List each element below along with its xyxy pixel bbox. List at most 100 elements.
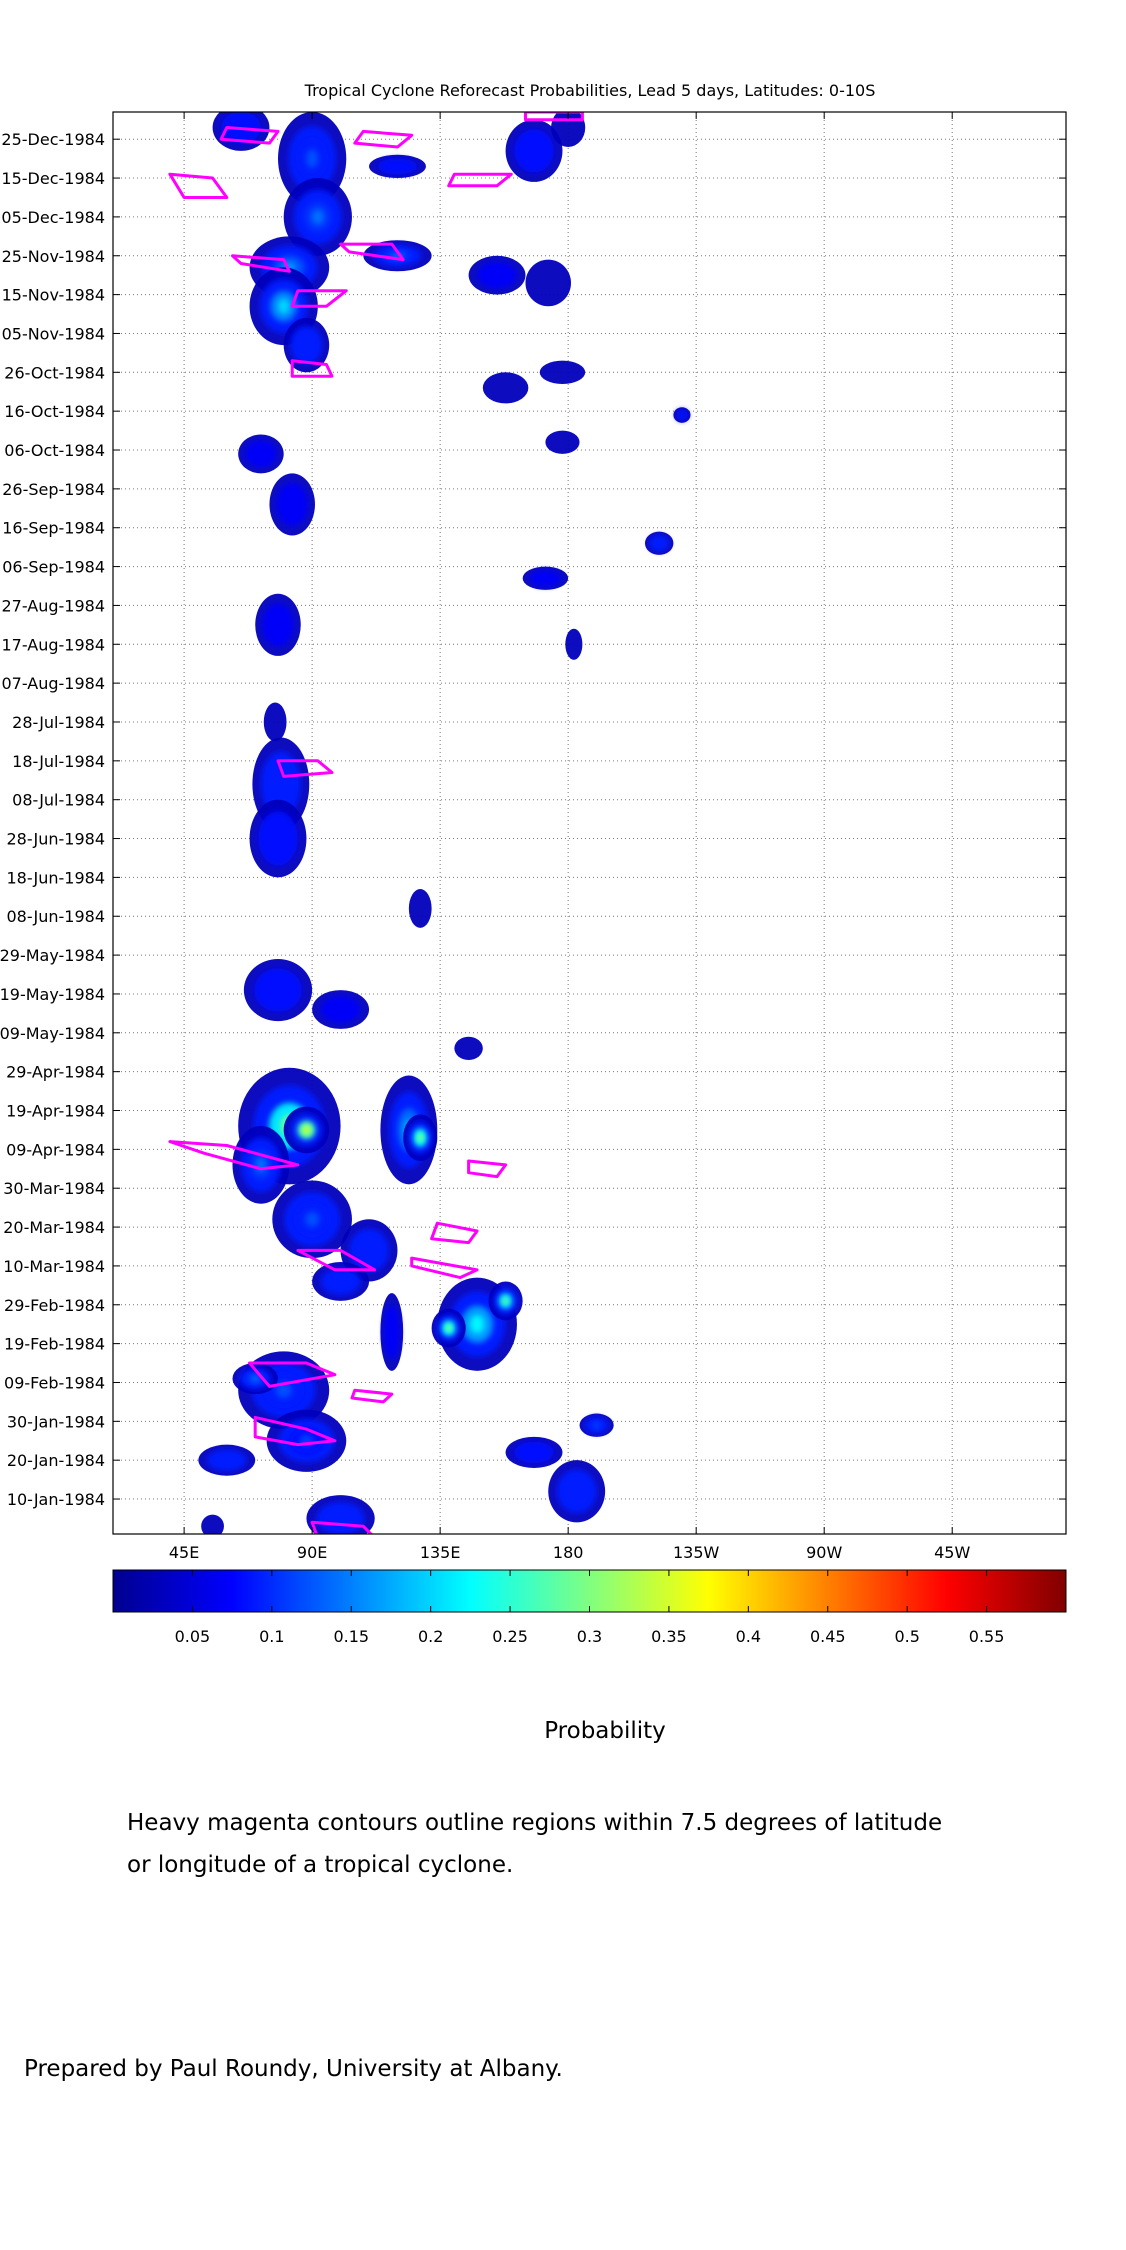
caption-line-1: Heavy magenta contours outline regions w… [127,1810,943,1836]
y-tick-label: 08-Jul-1984 [12,791,105,810]
y-tick-label: 05-Dec-1984 [1,208,105,227]
y-tick-label: 06-Sep-1984 [2,558,105,577]
y-tick-label: 28-Jul-1984 [12,713,105,732]
probability-blob-core [417,1133,424,1143]
x-tick-label: 45E [169,1543,199,1562]
probability-blob-mid [383,1304,400,1360]
cyclone-contour [410,1256,479,1280]
probability-blob-mid [254,968,302,1012]
colorbar [112,1569,1067,1613]
colorbar-tick-label: 0.25 [492,1627,528,1646]
y-tick-label: 19-May-1984 [0,985,105,1004]
y-tick-label: 10-Mar-1984 [3,1257,105,1276]
cyclone-contour [430,1221,479,1245]
y-tick-label: 17-Aug-1984 [1,635,105,654]
probability-blob-core [305,149,319,168]
cyclone-contour [231,254,291,273]
colorbar-tick-label: 0.35 [651,1627,687,1646]
cyclone-contour [168,172,229,199]
probability-blob-mid [514,129,554,173]
cyclone-contour [310,1520,373,1534]
y-tick-label: 26-Sep-1984 [2,480,105,499]
y-tick-label: 09-May-1984 [0,1024,105,1043]
colorbar-tick-label: 0.3 [577,1627,602,1646]
probability-blob-mid [377,158,418,175]
probability-blob-mid [206,1449,247,1472]
plot-frame [112,111,1067,1535]
colorbar-tick-label: 0.1 [259,1627,284,1646]
probability-blob-outer [539,360,586,384]
cyclone-contour [339,242,405,262]
cyclone-contours [168,112,584,1534]
colorbar-tick-label: 0.05 [175,1627,211,1646]
y-tick-label: 18-Jun-1984 [6,868,105,887]
probability-blob-core [502,1297,509,1305]
chart-title: Tropical Cyclone Reforecast Probabilitie… [304,81,876,100]
probability-blob-core [251,1375,260,1382]
probability-blob-mid [649,535,670,552]
x-axis-ticks: 45E 90E 135E 180 135W 90W 45W [169,112,970,1562]
y-tick-label: 29-Apr-1984 [6,1063,105,1082]
probability-blob-outer [482,372,529,404]
cyclone-contour [219,126,280,145]
y-tick-label: 19-Apr-1984 [6,1102,105,1121]
cyclone-contour [350,1388,394,1404]
probability-blob-mid [514,1441,554,1464]
y-tick-label: 19-Feb-1984 [4,1335,105,1354]
y-tick-label: 27-Aug-1984 [1,596,105,615]
probability-blob-mid [320,995,361,1024]
y-tick-label: 29-May-1984 [0,946,105,965]
y-tick-label: 30-Jan-1984 [7,1412,105,1431]
cyclone-contour [524,112,584,122]
probability-blob-core [311,209,324,225]
colorbar-ticks: 0.05 0.1 0.15 0.2 0.25 0.3 0.35 0.4 0.45 0.5 0.55 [175,1570,1004,1646]
y-tick-label: 18-Jul-1984 [12,752,105,771]
y-tick-label: 09-Apr-1984 [6,1140,105,1159]
probability-blob-mid [529,570,562,587]
probability-blob-mid [320,1267,361,1296]
probability-blob-core [255,1157,267,1173]
probability-blob-core [275,1382,292,1399]
y-tick-label: 29-Feb-1984 [4,1296,105,1315]
cyclone-contour [253,1415,337,1447]
probability-field [198,112,691,1534]
probability-blob-mid [276,482,309,527]
probability-blob-outer [525,259,572,307]
colorbar-label: Probability [544,1718,666,1744]
y-tick-label: 20-Jan-1984 [7,1451,105,1470]
y-tick-label: 05-Nov-1984 [2,324,105,343]
probability-blob-mid [244,440,277,468]
probability-blob-mid [477,261,517,289]
probability-blob-core [277,298,290,315]
x-tick-label: 135W [673,1543,720,1562]
cyclone-contour [467,1159,508,1179]
y-tick-label: 25-Dec-1984 [1,130,105,149]
y-tick-label: 09-Feb-1984 [4,1373,105,1392]
probability-blob-outer [454,1036,483,1060]
probability-blob-mid [260,751,301,817]
y-tick-label: 10-Jan-1984 [7,1490,105,1509]
probability-blob-core [469,1314,485,1334]
colorbar-tick-label: 0.4 [736,1627,761,1646]
probability-blob-mid [316,1502,365,1534]
colorbar-tick-label: 0.45 [810,1627,846,1646]
colorbar-tick-label: 0.15 [333,1627,369,1646]
cyclone-contour [353,129,414,149]
y-tick-label: 16-Sep-1984 [2,519,105,538]
y-tick-label: 26-Oct-1984 [4,363,105,382]
colorbar-tick-label: 0.2 [418,1627,443,1646]
x-tick-label: 45W [934,1543,970,1562]
cyclone-contour [447,172,513,188]
y-tick-label: 16-Oct-1984 [4,402,105,421]
y-tick-label: 15-Dec-1984 [1,169,105,188]
x-tick-label: 135E [420,1543,461,1562]
probability-blob-mid [258,811,298,866]
y-axis-ticks: 25-Dec-1984 15-Dec-1984 05-Dec-1984 25-Nov-… [0,130,1066,1509]
y-tick-label: 15-Nov-1984 [2,286,105,305]
y-tick-label: 20-Mar-1984 [3,1218,105,1237]
probability-blob-core [445,1324,452,1332]
y-tick-label: 07-Aug-1984 [1,674,105,693]
cyclone-contour [248,1361,337,1388]
cyclone-contour [296,1248,377,1272]
